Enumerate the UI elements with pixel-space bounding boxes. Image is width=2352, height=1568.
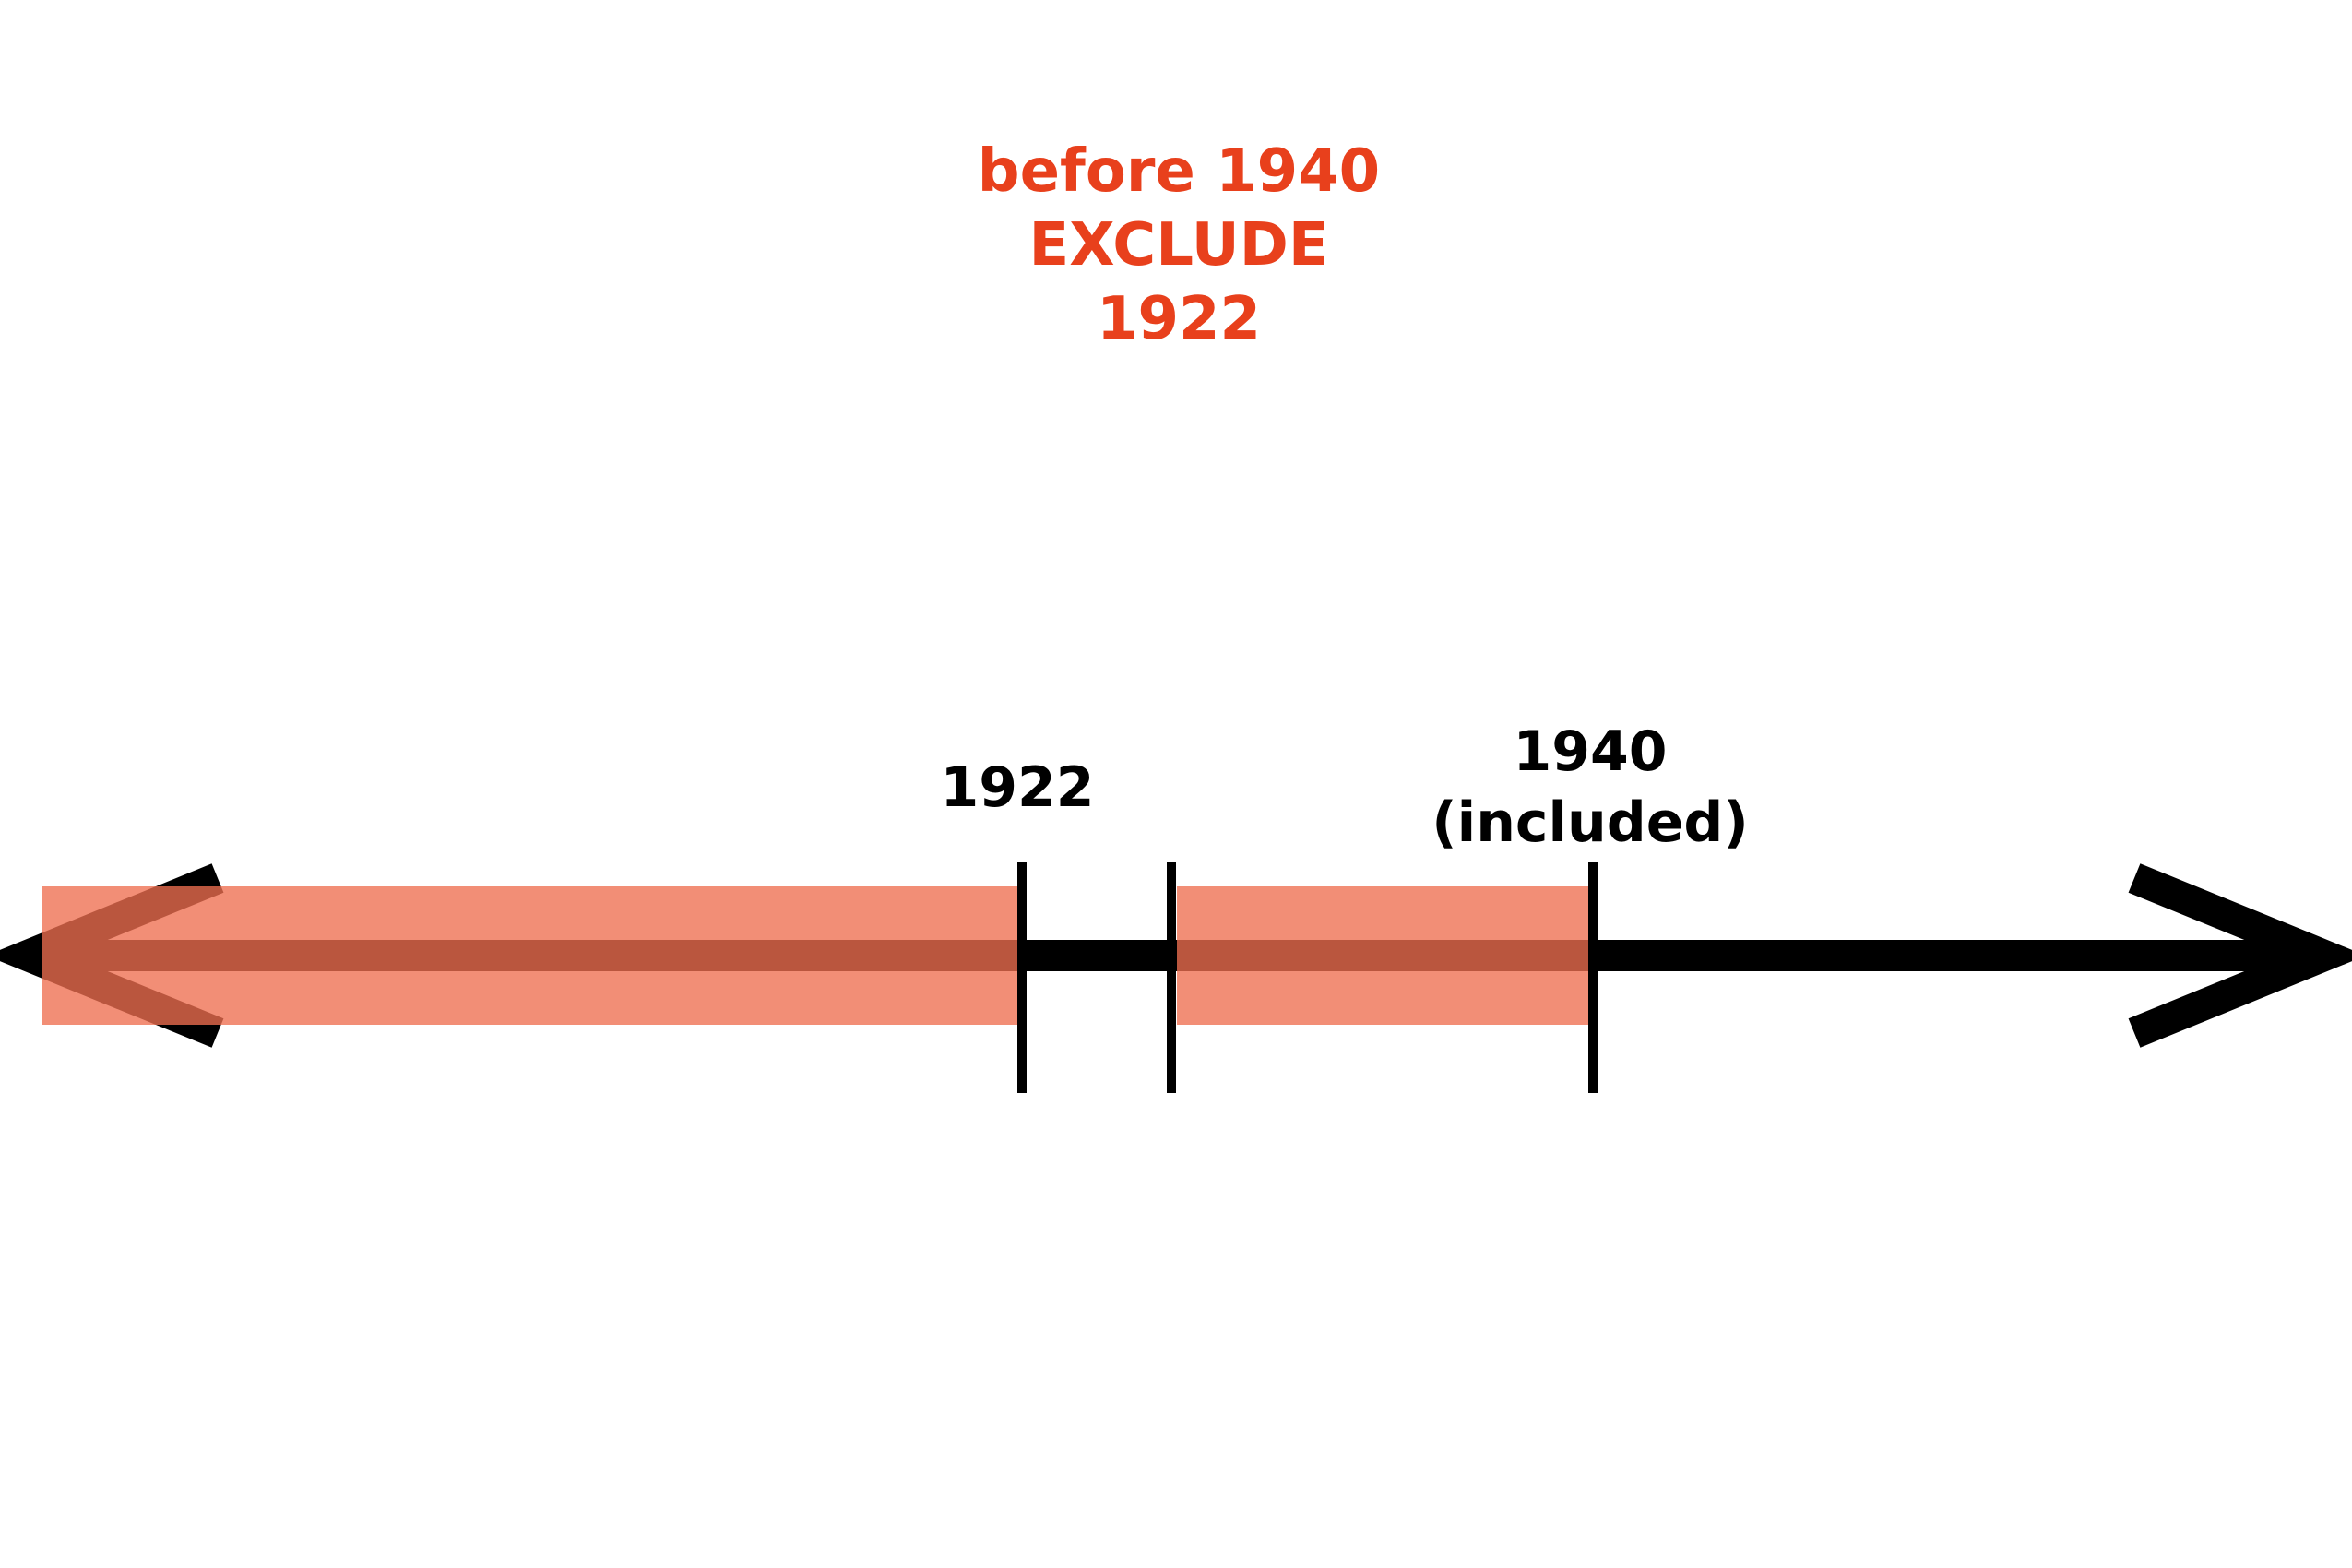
heading: before 1940 EXCLUDE 1922 <box>978 137 1380 353</box>
heading-line-before-1940: before 1940 <box>978 137 1380 206</box>
highlight-range-1922-to-1940 <box>1177 886 1598 1025</box>
tick-label-1940: 1940 <box>1514 719 1668 784</box>
heading-line-exclude: EXCLUDE <box>1028 211 1328 279</box>
highlight-range-before-1922 <box>42 886 1022 1025</box>
right-arrow-head <box>2128 863 2352 1048</box>
tick-label-included: (included) <box>1431 790 1749 855</box>
tick-label-1922: 1922 <box>941 755 1095 820</box>
heading-line-1922: 1922 <box>1097 285 1261 353</box>
